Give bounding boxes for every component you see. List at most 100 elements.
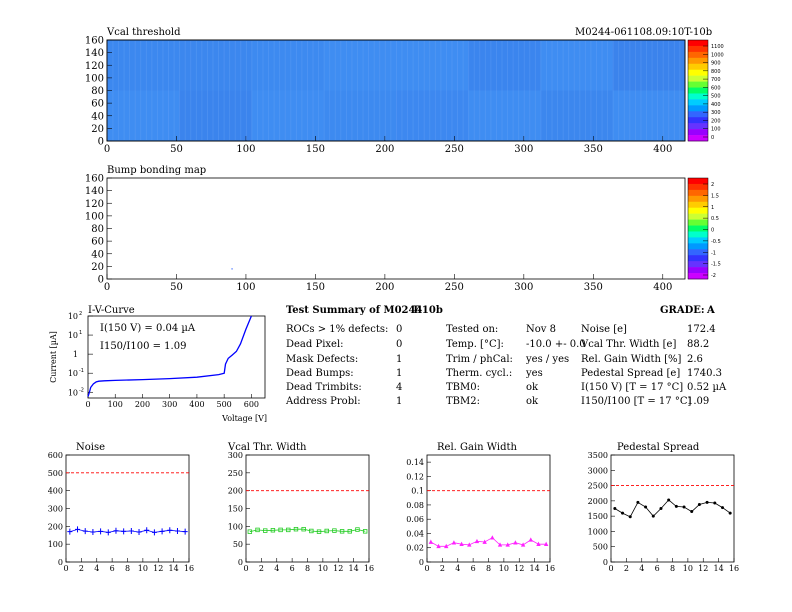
vcal-map-column-stripe (634, 41, 636, 140)
summary-right-value: 88.2 (687, 339, 710, 350)
pedestal-spread-point (636, 500, 640, 504)
gain-width-y-tick-label: 0.02 (406, 544, 424, 553)
gain-width-y-tick-label: 0.12 (406, 472, 424, 481)
vcal-width-x-tick-label: 14 (349, 564, 359, 573)
gain-width-point (474, 538, 480, 544)
summary-mid-label: TBM2: (446, 396, 480, 407)
vcal-map-roc-region (540, 90, 613, 141)
vcal-palette-swatch (688, 123, 708, 130)
pedestal-spread-x-tick-label: 16 (729, 564, 739, 573)
vcal-map-column-stripe (184, 41, 186, 140)
vcal-palette-label: 400 (711, 102, 721, 108)
vcal-map-roc-region (179, 90, 252, 141)
vcal-width-point (270, 528, 276, 533)
summary-title: Test Summary of M0244 (286, 305, 423, 316)
iv-y-tick-exponent: -1 (79, 368, 84, 374)
vcal-map-column-stripe (123, 41, 125, 140)
noise-point (75, 526, 81, 533)
pedestal-spread-x-tick-label: 2 (624, 564, 629, 573)
vcal-map-column-stripe (568, 41, 570, 140)
vcal-palette-label: 500 (711, 94, 721, 100)
pedestal-spread-x-tick-label: 12 (698, 564, 708, 573)
summary-left-value: 0 (396, 324, 403, 335)
vcal-palette-swatch (688, 69, 708, 76)
summary-left-value: 1 (396, 368, 403, 379)
iv-x-tick-label: 400 (189, 400, 204, 409)
vcal-palette-label: 300 (711, 110, 721, 116)
vcal-map-column-stripe (673, 41, 675, 140)
pedestal-spread-title: Pedestal Spread (617, 442, 700, 453)
noise-point (128, 527, 134, 534)
vcal-map-y-tick-label: 160 (85, 36, 104, 47)
vcal-map-column-stripe (345, 41, 347, 140)
pedestal-spread-y-tick-label: 3000 (588, 466, 608, 475)
vcal-width-y-tick-label: 250 (228, 469, 243, 478)
vcal-map-x-tick-label: 250 (445, 144, 464, 155)
bump-palette-swatch (688, 178, 708, 185)
noise-point (105, 529, 111, 536)
vcal-map-column-stripe (412, 41, 414, 140)
noise-y-tick-label: 600 (48, 451, 63, 460)
pedestal-spread-point (628, 515, 632, 519)
noise-point (98, 528, 104, 535)
summary-left-label: Address Probl: (286, 396, 361, 407)
pedestal-spread-x-tick-label: 6 (655, 564, 660, 573)
vcal-width-point (316, 529, 322, 534)
vcal-map-column-stripe (423, 41, 425, 140)
grade-label: GRADE: (660, 305, 705, 316)
bump-map-dead-bump (231, 268, 233, 270)
pedestal-spread-y-tick-label: 1000 (588, 527, 608, 536)
vcal-width-x-tick-label: 10 (318, 564, 328, 573)
bump-palette-swatch (688, 273, 708, 280)
summary-right-value: 172.4 (687, 324, 716, 335)
vcal-palette-swatch (688, 75, 708, 82)
vcal-map-y-tick-label: 20 (91, 124, 104, 135)
pedestal-spread-point (682, 505, 686, 509)
bump-map-x-tick-label: 400 (653, 282, 672, 293)
vcal-width-plot-area (245, 454, 370, 563)
iv-y-tick-exponent: -2 (79, 387, 84, 393)
vcal-map-column-stripe (418, 41, 420, 140)
summary-mid-value: yes (526, 368, 543, 379)
noise-point (144, 527, 150, 534)
gain-width-point (467, 542, 472, 547)
vcal-map-column-stripe (251, 41, 253, 140)
noise-series-line (69, 528, 186, 533)
iv-y-tick-label: 10 (68, 331, 78, 340)
pedestal-spread-series-line (614, 499, 731, 518)
bump-palette-swatch (688, 207, 708, 214)
vcal-map-column-stripe (557, 41, 558, 140)
vcal-map-column-stripe (551, 41, 553, 140)
vcal-map-x-tick-label: 200 (375, 144, 394, 155)
bump-palette-swatch (688, 201, 708, 209)
bump-map-x-tick-label: 200 (375, 282, 394, 293)
vcal-map-column-stripe (118, 41, 119, 140)
vcal-map-plot-area (106, 39, 686, 142)
vcal-map-column-stripe (601, 41, 603, 140)
gain-width-x-tick-label: 14 (530, 564, 540, 573)
vcal-palette-label: 100 (711, 127, 721, 133)
vcal-map-column-stripe (490, 41, 492, 140)
pedestal-spread-y-tick-label: 0 (603, 558, 608, 567)
gain-width-point (482, 539, 487, 544)
summary-mid-value: -10.0 +- 0.0 (526, 339, 586, 350)
summary-left-label: ROCs > 1% defects: (286, 324, 389, 335)
pedestal-spread-point (705, 500, 709, 504)
vcal-map-column-stripe (668, 41, 670, 140)
noise-title: Noise (76, 442, 105, 453)
iv-x-tick-label: 600 (244, 400, 259, 409)
bump-map-y-tick-label: 80 (91, 224, 104, 235)
noise-point (167, 527, 173, 534)
iv-x-tick-label: 0 (85, 400, 90, 409)
gain-width-x-tick-label: 12 (514, 564, 524, 573)
noise-point (121, 528, 127, 535)
bump-palette-label: -2 (711, 273, 716, 279)
vcal-palette-swatch (688, 81, 708, 88)
noise-plot-area (65, 454, 190, 563)
bump-map-x-tick-label: 250 (445, 282, 464, 293)
vcal-map-column-stripe (212, 41, 214, 140)
pedestal-spread-y-tick-label: 1500 (588, 512, 608, 521)
vcal-map-column-stripe (307, 41, 308, 140)
bump-palette-label: 1.5 (711, 193, 719, 199)
